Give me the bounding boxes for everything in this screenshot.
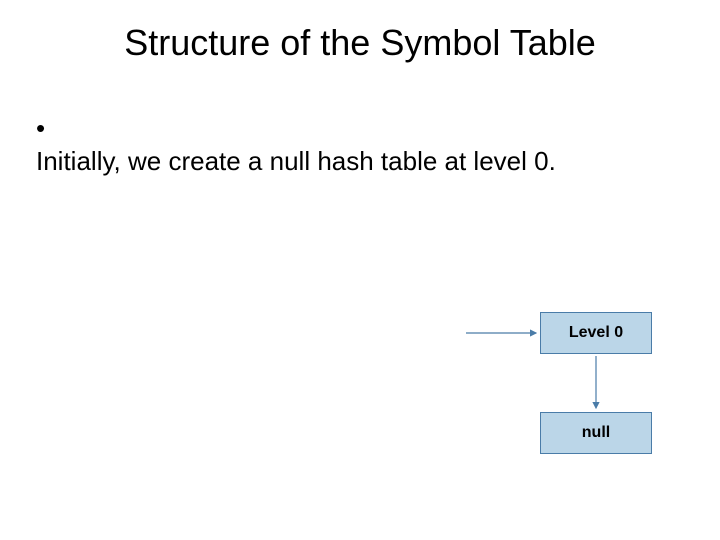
node-null: null	[540, 412, 652, 454]
node-level-0-label: Level 0	[569, 324, 623, 342]
symbol-table-diagram: Level 0 null	[0, 0, 720, 540]
node-level-0: Level 0	[540, 312, 652, 354]
slide: Structure of the Symbol Table • Initiall…	[0, 0, 720, 540]
diagram-arrows	[0, 0, 720, 540]
node-null-label: null	[582, 424, 610, 442]
